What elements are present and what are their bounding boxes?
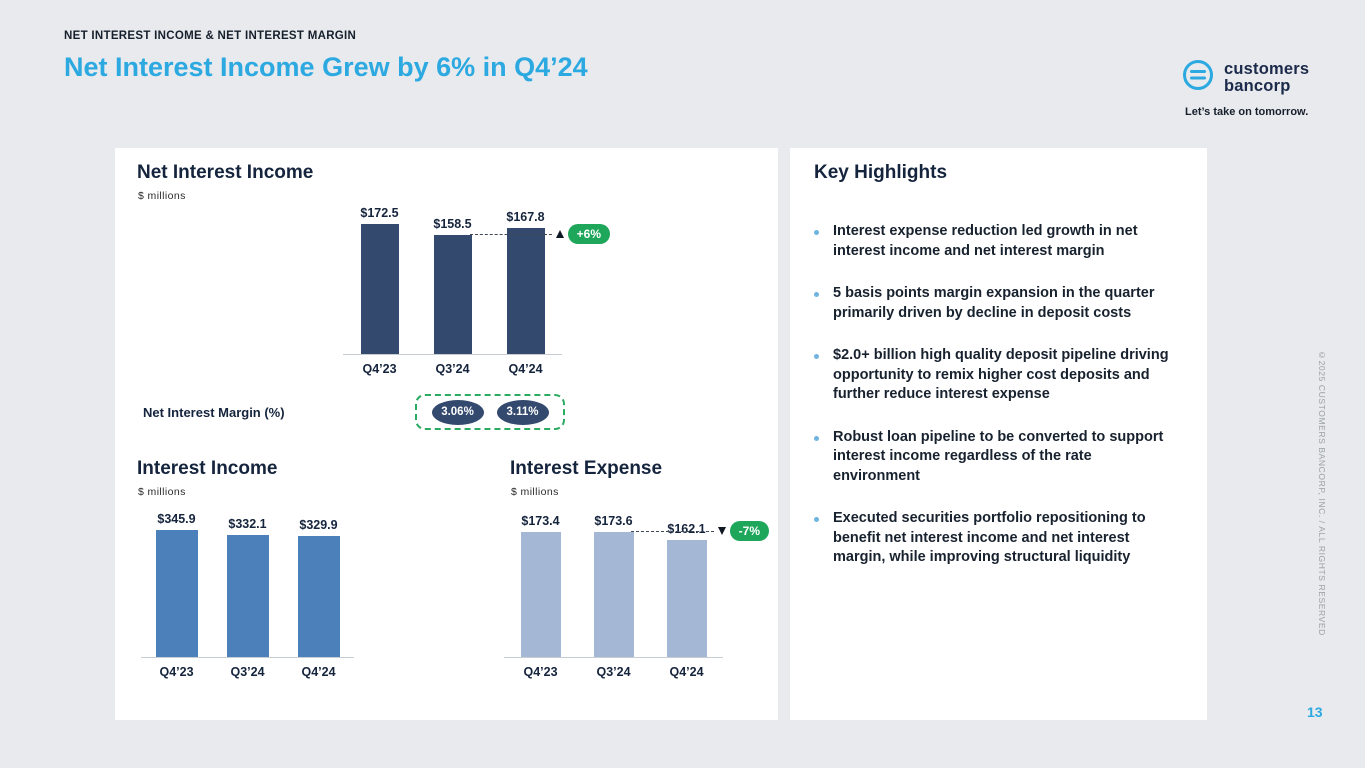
bullet-icon <box>814 354 819 359</box>
bullet-icon <box>814 517 819 522</box>
highlight-item: Executed securities portfolio reposition… <box>814 509 1170 568</box>
highlight-item: 5 basis points margin expansion in the q… <box>814 284 1170 323</box>
expense-decline-annotation: -7% <box>631 521 769 541</box>
bullet-icon <box>814 292 819 297</box>
income-bars-area: $345.9 $332.1 $329.9 <box>141 509 354 658</box>
bar-value-label: $345.9 <box>157 512 196 526</box>
bar-column-Q3’24: $173.6 <box>577 511 650 657</box>
bar <box>360 224 399 354</box>
x-tick-label: Q3’24 <box>230 665 265 679</box>
company-logo-text: customers bancorp <box>1224 59 1310 95</box>
x-tick-label: Q4’23 <box>362 362 397 376</box>
bar <box>226 535 269 657</box>
expense-x-axis: Q4’23 Q3’24 Q4’24 <box>504 658 723 679</box>
bar-value-label: $332.1 <box>228 517 267 531</box>
bar <box>666 540 707 657</box>
bar-column-Q4’23: $345.9 <box>141 509 212 657</box>
bar <box>297 536 340 657</box>
bar-value-label: $172.5 <box>360 206 399 220</box>
net-interest-income-title: Net Interest Income <box>137 162 314 183</box>
key-highlights-card: Key Highlights Interest expense reductio… <box>790 148 1207 720</box>
slide-kicker: NET INTEREST INCOME & NET INTEREST MARGI… <box>64 30 357 42</box>
page-number: 13 <box>1307 704 1323 720</box>
logo-tagline: Let’s take on tomorrow. <box>1185 106 1309 118</box>
bar <box>520 532 561 657</box>
income-x-axis: Q4’23 Q3’24 Q4’24 <box>141 658 354 679</box>
bar-value-label: $173.6 <box>594 514 633 528</box>
x-tick-label: Q3’24 <box>596 665 631 679</box>
highlight-item: $2.0+ billion high quality deposit pipel… <box>814 346 1170 405</box>
bar-column-Q4’24: $162.1 <box>650 511 723 657</box>
bar <box>433 235 472 354</box>
down-arrow-icon <box>717 527 726 535</box>
dashed-leader-line <box>470 233 552 235</box>
nim-value-q4-24: 3.11% <box>496 399 549 425</box>
interest-expense-bar-chart: $173.4 $173.6 $162.1 Q4’23 Q3’24 Q4’24 -7% <box>504 511 769 679</box>
bar-value-label: $162.1 <box>667 522 706 536</box>
logo-name-line1: customers <box>1224 59 1310 78</box>
company-logo: customers bancorp <box>1181 58 1309 97</box>
x-tick-label: Q4’24 <box>508 362 543 376</box>
x-tick-label: Q4’23 <box>523 665 558 679</box>
bar-value-label: $329.9 <box>299 518 338 532</box>
nii-bars-area: $172.5 $158.5 $167.8 <box>343 203 562 355</box>
bar-column-Q3’24: $332.1 <box>212 509 283 657</box>
expense-bars-area: $173.4 $173.6 $162.1 <box>504 511 723 658</box>
vertical-copyright: ©2025 CUSTOMERS BANCORP, INC. / ALL RIGH… <box>1317 350 1327 636</box>
bar-column-Q4’24: $167.8 <box>489 203 562 354</box>
customers-bancorp-logo-icon <box>1181 58 1215 97</box>
net-interest-margin-label: Net Interest Margin (%) <box>143 405 285 420</box>
x-tick-label: Q3’24 <box>435 362 470 376</box>
bar-column-Q3’24: $158.5 <box>416 203 489 354</box>
bar-column-Q4’23: $172.5 <box>343 203 416 354</box>
x-tick-label: Q4’24 <box>669 665 704 679</box>
charts-card: Net Interest Income $ millions $172.5 $15… <box>115 148 778 720</box>
highlight-item: Robust loan pipeline to be converted to … <box>814 428 1170 487</box>
net-interest-income-bar-chart: $172.5 $158.5 $167.8 Q4’23 Q3’24 Q4’24 +6% <box>343 203 610 376</box>
logo-name-line2: bancorp <box>1224 76 1291 95</box>
bar-column-Q4’23: $173.4 <box>504 511 577 657</box>
bullet-icon <box>814 435 819 441</box>
interest-income-title: Interest Income <box>137 458 278 479</box>
key-highlights-title: Key Highlights <box>814 162 948 183</box>
bar-value-label: $158.5 <box>433 217 472 231</box>
net-interest-income-units: $ millions <box>138 190 186 202</box>
bullet-icon <box>814 230 819 235</box>
nii-x-axis: Q4’23 Q3’24 Q4’24 <box>343 355 562 376</box>
net-interest-margin-box: 3.06% 3.11% <box>415 394 565 430</box>
bar-value-label: $173.4 <box>521 514 560 528</box>
nii-growth-annotation: +6% <box>470 224 610 244</box>
interest-expense-units: $ millions <box>511 486 559 498</box>
x-tick-label: Q4’24 <box>301 665 336 679</box>
bar-value-label: $167.8 <box>506 210 545 224</box>
bar <box>155 530 198 657</box>
key-highlights-list: Interest expense reduction led growth in… <box>814 222 1170 591</box>
slide-title: Net Interest Income Grew by 6% in Q4’24 <box>64 52 588 82</box>
growth-badge: +6% <box>567 224 610 244</box>
interest-income-bar-chart: $345.9 $332.1 $329.9 Q4’23 Q3’24 Q4’24 <box>141 509 354 679</box>
dashed-leader-line <box>631 530 714 532</box>
highlight-item: Interest expense reduction led growth in… <box>814 222 1170 261</box>
decline-badge: -7% <box>729 521 769 541</box>
interest-income-units: $ millions <box>138 486 186 498</box>
bar <box>506 228 545 354</box>
x-tick-label: Q4’23 <box>159 665 194 679</box>
bar-column-Q4’24: $329.9 <box>283 509 354 657</box>
nim-value-q3-24: 3.06% <box>431 399 484 425</box>
interest-expense-title: Interest Expense <box>510 458 663 479</box>
bar <box>593 532 634 657</box>
up-arrow-icon <box>555 230 564 238</box>
